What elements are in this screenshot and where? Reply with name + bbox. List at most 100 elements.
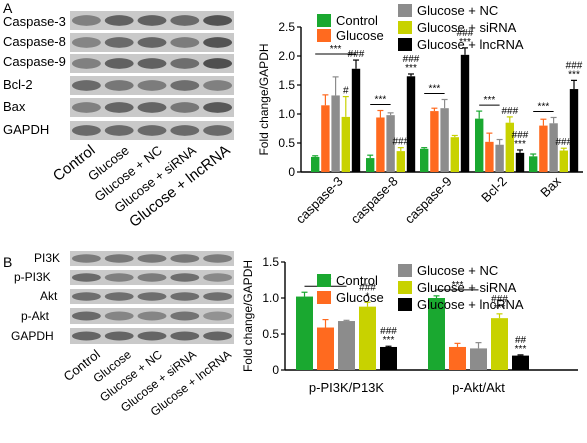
chart-b-y-tick-label: 1.0 [262, 291, 279, 305]
chart-b-legend-label: Glucose + lncRNA [417, 297, 524, 312]
chart-a-y-tick-label: 1.5 [278, 78, 295, 92]
chart-b-significance-mark: ## [515, 335, 527, 346]
chart-b-legend-swatch [398, 298, 412, 311]
chart-a-legend-swatch [317, 14, 331, 27]
chart-a-bracket-mark: *** [375, 95, 387, 106]
chart-a-category-label: caspase-3 [293, 174, 346, 227]
chart-a-category-label: Bcl-2 [478, 174, 510, 206]
chart-a-significance-mark: ### [392, 137, 409, 148]
chart-b-bar-glucose-1 [449, 346, 466, 370]
blot-label-akt: Akt [40, 289, 58, 303]
chart-a-bar-control-1 [366, 158, 375, 172]
chart-b-category-label: p-Akt/Akt [452, 380, 505, 395]
chart-a-significance-mark: # [343, 86, 349, 97]
chart-b-significance-mark: *** [383, 335, 395, 346]
blot-b-band [203, 273, 233, 282]
chart-b-bar-control-0 [296, 296, 313, 370]
chart-a-bar-control-2 [420, 148, 429, 172]
chart-apoptosis-proteins: Fold change/GAPDH00.51.01.52.02.5#######… [257, 3, 583, 227]
chart-a-category-label: caspase-8 [348, 174, 401, 227]
panel-a-letter: A [3, 0, 13, 16]
chart-a-legend-label: Glucose + lncRNA [417, 37, 524, 52]
blot-b-band [170, 254, 200, 263]
blot-a-band [170, 58, 200, 69]
chart-b-legend-label: Glucose + NC [417, 263, 498, 278]
blot-b-band [203, 292, 233, 301]
chart-a-bar-glucose-nc-2 [440, 108, 449, 172]
chart-a-legend-label: Glucose + NC [417, 3, 498, 18]
panel-a-western-blot [70, 11, 234, 140]
chart-a-bracket-mark: *** [484, 95, 496, 106]
blot-b-band [137, 292, 167, 301]
chart-b-significance-mark: * [366, 291, 370, 302]
panel-a-blot-row-labels: Caspase-3 Caspase-8 Caspase-9 Bcl-2 Bax … [3, 14, 66, 137]
chart-b-bar-glucose-0 [317, 327, 334, 370]
chart-a-bar-glucose-nc-1 [386, 115, 395, 172]
blot-b-band [203, 331, 233, 341]
blot-label-gapdh-b: GAPDH [11, 329, 54, 343]
chart-a-bar-glucose-nc-3 [495, 144, 504, 172]
chart-a-category-label: Bax [537, 173, 564, 200]
blot-a-band [137, 58, 167, 69]
blot-b-band [104, 311, 134, 321]
blot-a-band [104, 102, 134, 113]
blot-label-caspase-9: Caspase-9 [3, 54, 66, 69]
blot-label-pi3k: PI3K [34, 251, 60, 265]
chart-a-significance-mark: *** [459, 37, 471, 48]
blot-a-band [104, 15, 134, 26]
chart-b-significance-mark: *** [515, 344, 527, 355]
chart-b-legend-swatch [398, 281, 412, 294]
blot-b-band [170, 292, 200, 301]
chart-a-legend-label: Glucose + siRNA [417, 20, 517, 35]
blot-a-band [203, 15, 233, 26]
chart-b-category-label: p-PI3K/P13K [309, 380, 384, 395]
blot-b-band [137, 273, 167, 282]
blot-b-band [71, 331, 101, 341]
chart-b-bar-glucose-lncrna-1 [512, 355, 529, 370]
blot-b-band [170, 273, 200, 282]
chart-b-bar-glucose-nc-0 [338, 321, 355, 370]
blot-b-band [137, 311, 167, 321]
chart-a-significance-mark: *** [568, 69, 580, 80]
blot-a-band [71, 58, 101, 69]
chart-a-y-tick-label: 1.0 [278, 107, 295, 121]
chart-b-bar-glucose-nc-1 [470, 348, 487, 370]
chart-b-legend-swatch [317, 291, 331, 304]
chart-a-legend-swatch [398, 38, 412, 51]
chart-a-significance-mark: ### [555, 137, 572, 148]
blot-a-band [170, 102, 200, 113]
blot-a-band [203, 58, 233, 69]
chart-a-significance-mark: *** [514, 139, 526, 150]
chart-a-y-tick-label: 2.5 [278, 20, 295, 34]
blot-a-band [203, 125, 233, 136]
chart-a-bar-glucose-2 [430, 111, 439, 172]
blot-a-band [170, 125, 200, 136]
chart-a-bracket-mark: *** [538, 101, 550, 112]
blot-b-band [71, 292, 101, 301]
blot-a-band [71, 80, 101, 91]
chart-a-y-tick-label: 0 [288, 165, 295, 179]
chart-b-bar-glucose-sirna-0 [359, 306, 376, 370]
blot-a-band [137, 125, 167, 136]
blot-b-band [170, 311, 200, 321]
chart-b-y-axis-label: Fold change/GAPDH [241, 260, 255, 372]
chart-a-bar-glucose-lncrna-0 [351, 68, 361, 172]
chart-a-y-tick-label: 2.0 [278, 49, 295, 63]
blot-a-band [71, 37, 101, 48]
chart-a-y-axis-label: Fold change/GAPDH [257, 43, 271, 155]
chart-a-legend-label: Glucose [336, 28, 384, 43]
blot-b-band [71, 273, 101, 282]
chart-b-bar-glucose-sirna-1 [491, 318, 508, 370]
chart-a-bar-glucose-sirna-4 [559, 150, 568, 172]
blot-a-band [137, 37, 167, 48]
blot-a-band [170, 15, 200, 26]
blot-b-band [137, 254, 167, 263]
blot-b-band [71, 254, 101, 263]
chart-a-significance-mark: ### [512, 130, 529, 141]
blot-b-band [137, 331, 167, 341]
chart-b-legend-label: Glucose + siRNA [417, 280, 517, 295]
blot-a-band [104, 58, 134, 69]
chart-a-bar-glucose-4 [539, 125, 548, 172]
panel-b-blot-row-labels: PI3K p-PI3K Akt p-Akt GAPDH [11, 251, 60, 343]
blot-b-band [71, 311, 101, 321]
